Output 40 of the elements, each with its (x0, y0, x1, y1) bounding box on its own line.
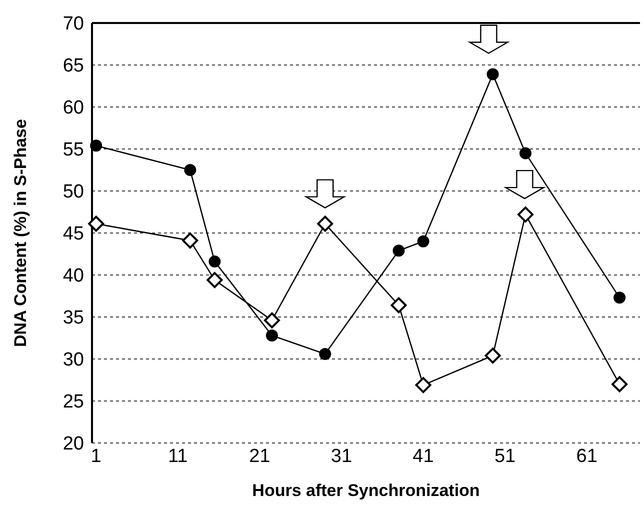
point (206, 272, 223, 288)
point (184, 164, 196, 176)
point (88, 216, 104, 232)
x-tick-label: 11 (168, 446, 188, 467)
point (614, 292, 626, 304)
x-tick-label: 31 (330, 446, 352, 467)
point (182, 232, 198, 249)
y-tick-label: 45 (62, 224, 84, 245)
y-tick-label: 30 (62, 350, 84, 371)
point (415, 377, 432, 394)
point (519, 147, 532, 160)
y-tick-label: 40 (62, 266, 84, 287)
x-tick-label: 21 (249, 446, 270, 467)
point (208, 256, 221, 268)
y-axis-title: DNA Content (%) in S-Phase (11, 119, 30, 347)
point (612, 376, 628, 392)
x-tick-label: 51 (494, 446, 516, 467)
point (486, 68, 499, 80)
x-tick-label: 41 (412, 446, 434, 467)
point (264, 312, 280, 328)
y-tick-label: 55 (62, 140, 84, 161)
x-axis-title: Hours after Synchronization (252, 481, 480, 500)
y-tick-label: 25 (62, 392, 84, 413)
x-tick-label: 1 (90, 446, 102, 467)
point (90, 140, 102, 152)
point (390, 297, 407, 314)
point (266, 329, 278, 342)
x-tick-label: 61 (576, 446, 598, 467)
point (317, 216, 334, 232)
y-tick-label: 20 (62, 434, 84, 455)
y-tick-label: 35 (62, 308, 84, 329)
point (417, 235, 430, 248)
y-tick-label: 50 (62, 182, 84, 203)
y-tick-label: 70 (62, 14, 84, 35)
point (392, 244, 405, 257)
point (484, 348, 501, 364)
y-tick-label: 60 (62, 98, 84, 119)
point (517, 206, 534, 223)
point (319, 348, 332, 360)
y-tick-label: 65 (62, 56, 84, 77)
